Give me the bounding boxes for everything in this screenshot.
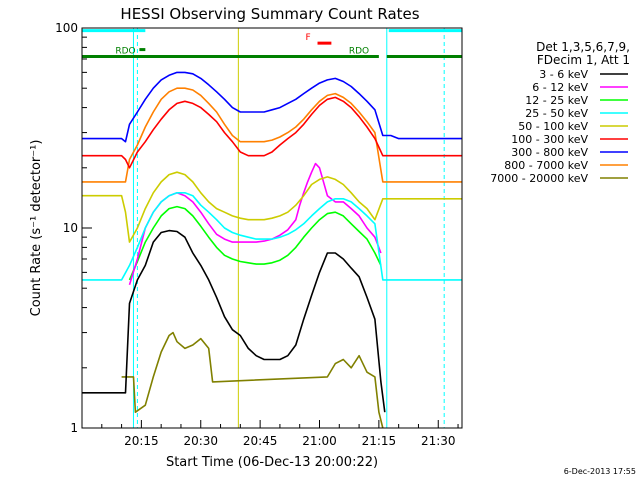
series-line-300-800-kev-kev [82,71,462,143]
x-axis: 20:15 20:30 20:45 21:00 21:15 21:30 [101,420,459,448]
chart-title: HESSI Observing Summary Count Rates [120,5,419,23]
series-line-12-25-kev-kev [128,205,382,281]
legend-label: 100 - 300 keV [511,133,588,146]
legend: Det 1,3,5,6,7,9, FDecim 1, Att 1 3 - 6 k… [490,40,630,185]
legend-label: 12 - 25 keV [525,94,588,107]
legend-label: 3 - 6 keV [539,68,588,81]
series-line-25-50-kev-kev [82,192,462,281]
legend-label: 25 - 50 keV [525,107,588,120]
flag-label-rdo-2: RDO [115,47,135,57]
y-tick-label: 100 [55,21,78,35]
y-tick-label: 1 [70,421,78,435]
legend-label: 7000 - 20000 keV [490,172,588,185]
footer-timestamp: 6-Dec-2013 17:55 [564,467,636,476]
x-tick-label: 21:15 [362,434,397,448]
series-line-3-6-kev-kev [82,229,386,413]
x-tick-label: 21:00 [302,434,337,448]
y-tick-label: 10 [63,221,78,235]
flag-label-n-0: N [147,21,154,31]
y-axis-label: Count Rate (s⁻¹ detector⁻¹) [29,140,44,317]
legend-header-line-2: FDecim 1, Att 1 [537,53,630,67]
x-tick-label: 20:45 [243,434,278,448]
legend-header-line-1: Det 1,3,5,6,7,9, [536,40,630,54]
flag-label-f-3: F [306,33,311,43]
x-tick-label: 20:15 [124,434,159,448]
series-line-50-100-kev-kev [82,171,462,243]
legend-label: 300 - 800 keV [511,146,588,159]
series-line-800-7000-kev-kev [82,87,462,183]
legend-label: 800 - 7000 keV [504,159,588,172]
x-axis-label: Start Time (06-Dec-13 20:00:22) [166,455,378,470]
series-line-100-300-kev-kev [82,96,462,169]
y-axis: 1 10 100 [55,21,92,435]
series-line-7000-20000-kev-kev [121,331,384,428]
x-tick-label: 20:30 [183,434,218,448]
x-tick-label: 21:30 [421,434,456,448]
plot-area: N RDO RDO F [82,21,462,428]
legend-label: 50 - 100 keV [518,120,588,133]
flag-label-rdo-1: RDO [349,47,369,57]
legend-label: 6 - 12 keV [532,81,588,94]
